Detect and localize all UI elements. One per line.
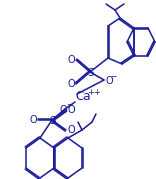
Text: O: O [29, 115, 37, 125]
Text: S: S [50, 116, 56, 126]
Text: O: O [105, 76, 113, 86]
Text: −: − [110, 72, 116, 81]
Text: ++: ++ [87, 88, 101, 96]
Text: Ca: Ca [75, 90, 91, 103]
Text: O: O [67, 79, 75, 89]
Text: −: − [66, 100, 72, 110]
Text: O: O [67, 125, 75, 135]
Text: O: O [59, 105, 67, 115]
Text: O: O [67, 55, 75, 65]
Text: S: S [88, 68, 94, 78]
Text: O: O [67, 105, 75, 115]
